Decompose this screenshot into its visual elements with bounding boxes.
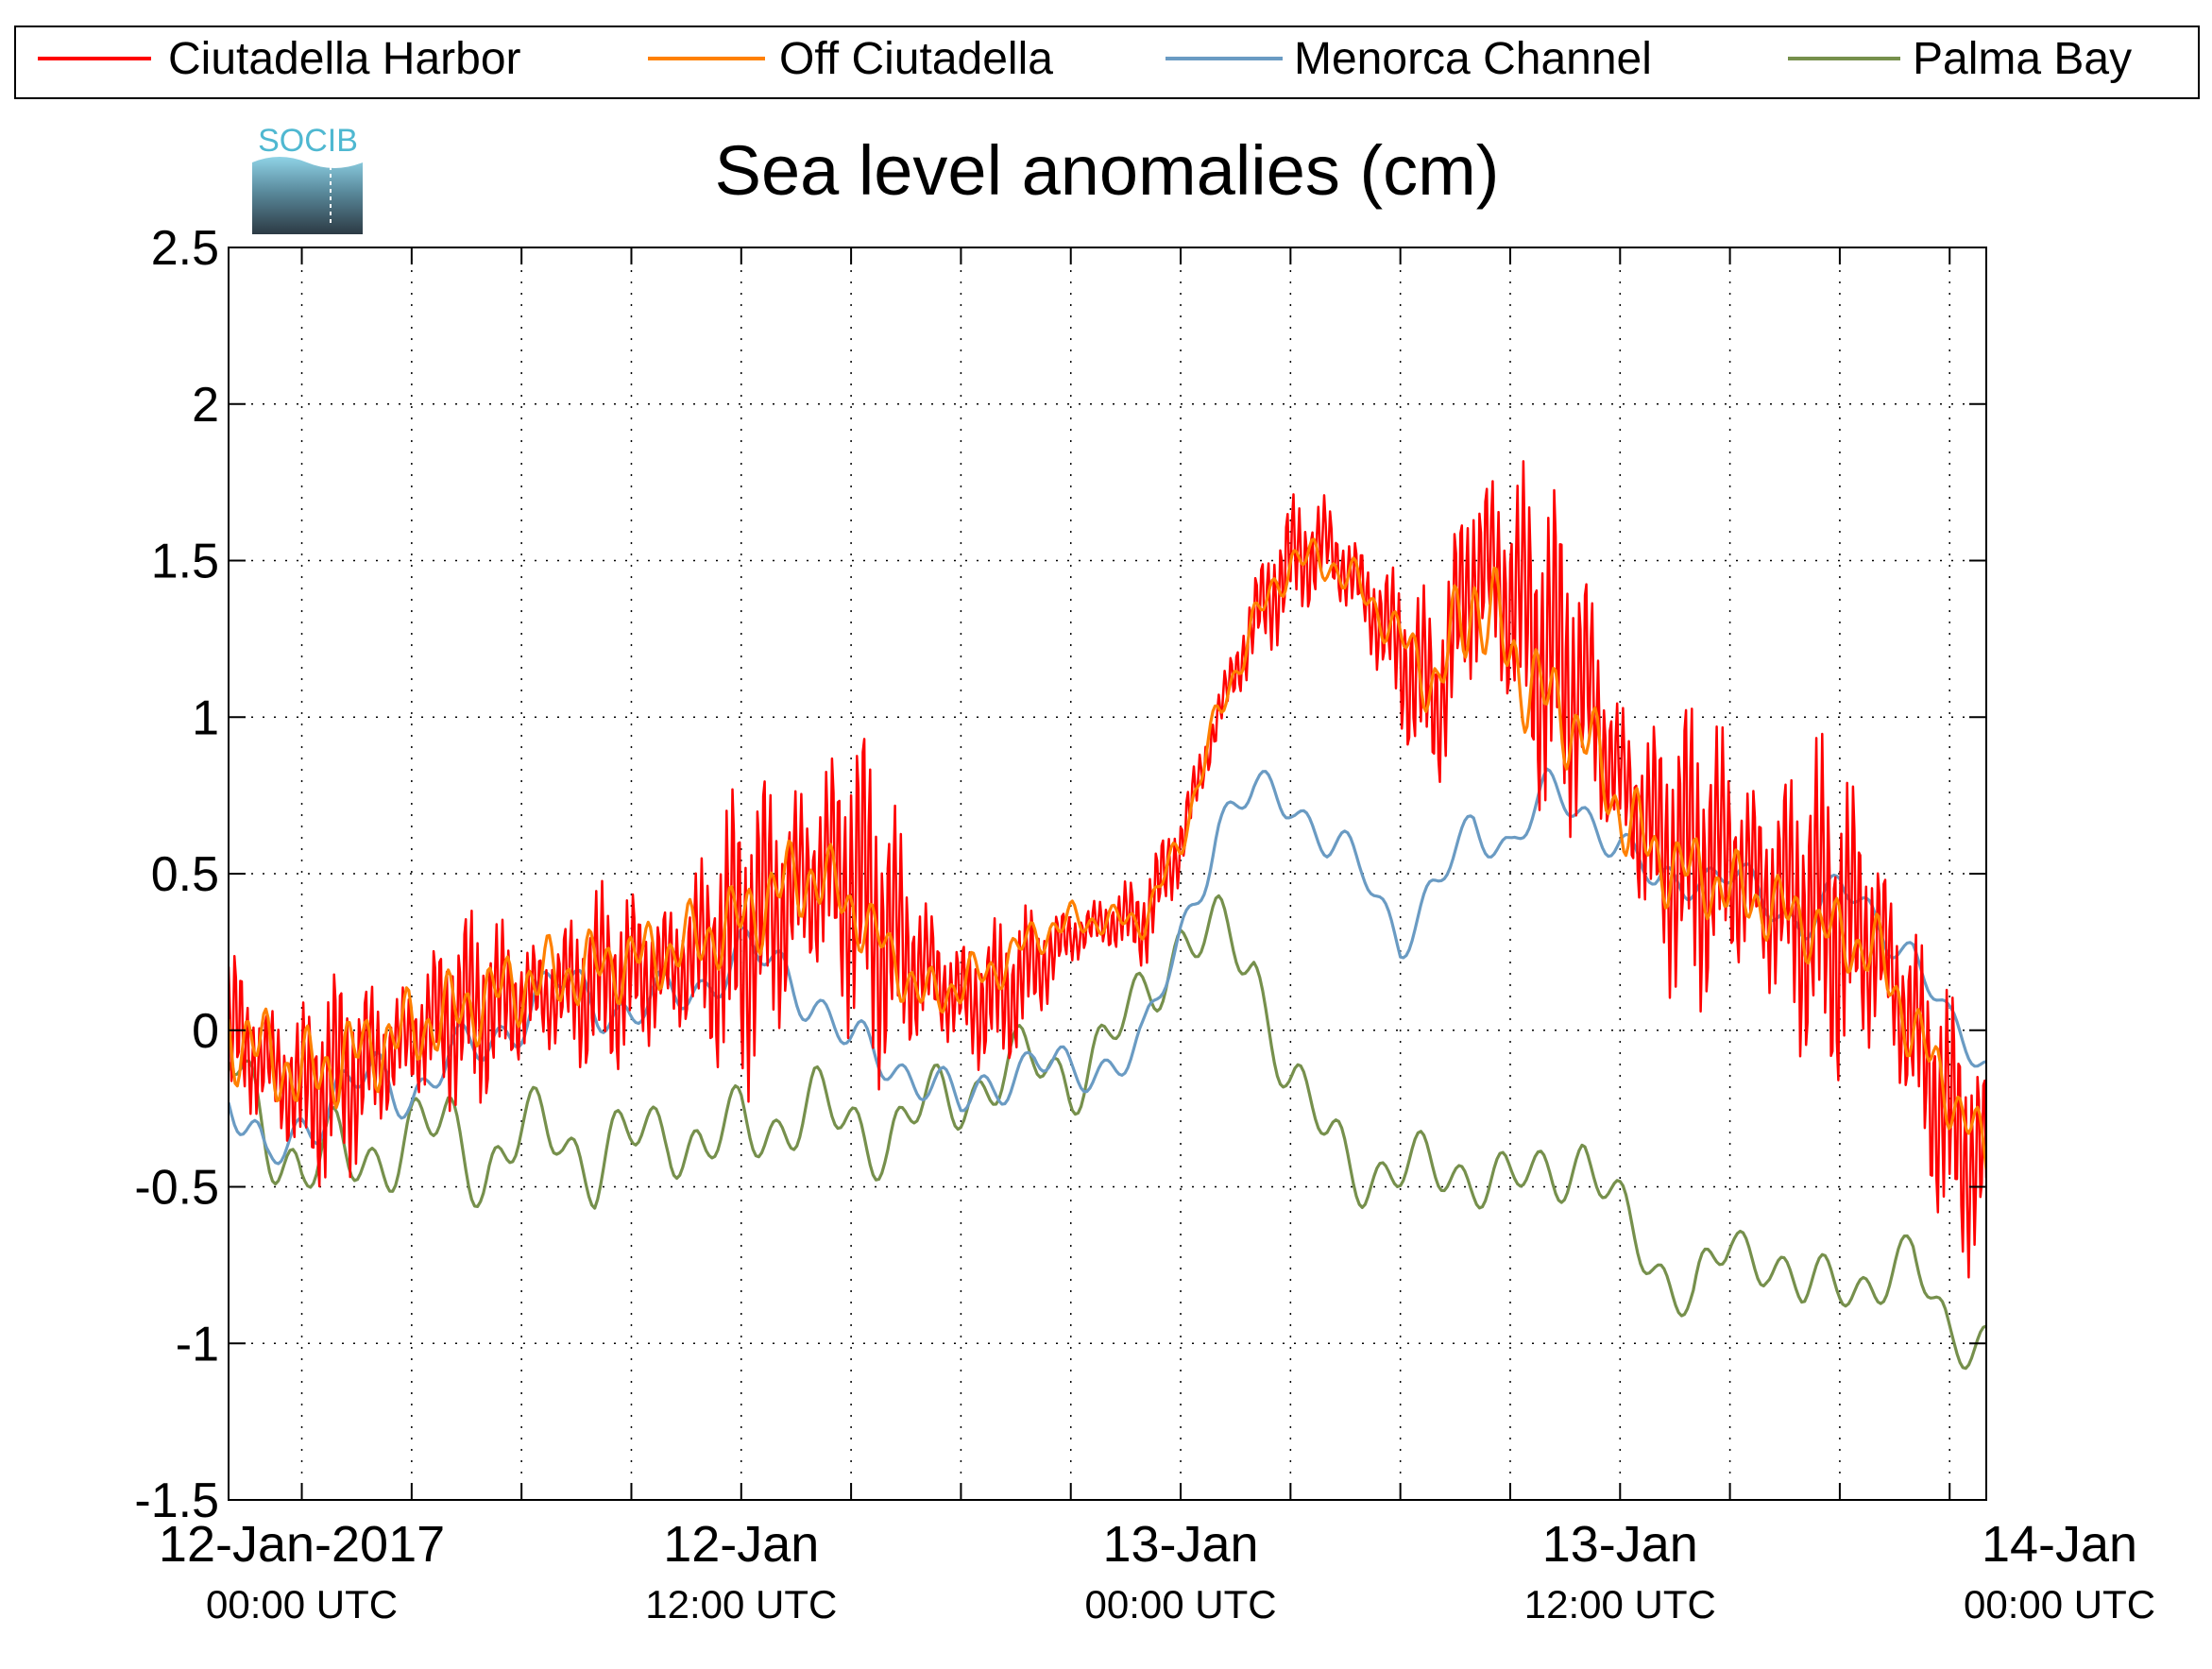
socib-logo-text: SOCIB	[258, 123, 358, 159]
y-tick-label: -0.5	[134, 1161, 219, 1216]
legend-label-ciutadella-harbor: Ciutadella Harbor	[168, 34, 521, 84]
x-tick-label-date: 13-Jan	[1542, 1516, 1698, 1573]
y-tick-label: 2.5	[151, 221, 219, 276]
legend: Ciutadella Harbor Off Ciutadella Menorca…	[14, 26, 2200, 99]
y-tick-label: 1	[192, 690, 219, 745]
socib-logo: SOCIB	[252, 123, 363, 234]
x-tick-label-time: 12:00 UTC	[645, 1582, 837, 1626]
series-group	[229, 460, 1986, 1371]
legend-box	[14, 26, 2200, 99]
socib-logo-wave	[252, 157, 363, 234]
legend-label-menorca-channel: Menorca Channel	[1294, 34, 1652, 84]
y-tick-label: 0	[192, 1004, 219, 1059]
grid	[229, 247, 1986, 1500]
x-tick-label-time: 00:00 UTC	[206, 1582, 398, 1626]
x-tick-label-time: 12:00 UTC	[1524, 1582, 1716, 1626]
legend-item-ciutadella-harbor: Ciutadella Harbor	[38, 34, 521, 84]
legend-label-off-ciutadella: Off Ciutadella	[779, 34, 1053, 84]
series-line-off-ciutadella	[229, 537, 1986, 1170]
y-tick-label: 0.5	[151, 847, 219, 902]
x-tick-label-date: 14-Jan	[1982, 1516, 2137, 1573]
y-tick-label: -1	[176, 1317, 219, 1371]
y-axis-labels: -1.5 -1 -0.5 0 0.5 1 1.5 2 2.5	[134, 221, 219, 1528]
y-tick-label: -1.5	[134, 1473, 219, 1528]
axis-ticks	[229, 247, 1986, 1501]
x-axis-labels: 12-Jan-2017 00:00 UTC 12-Jan 12:00 UTC 13-Ja…	[159, 1516, 2155, 1626]
x-tick-label-time: 00:00 UTC	[1084, 1582, 1276, 1626]
legend-item-palma-bay: Palma Bay	[1788, 34, 2132, 84]
legend-label-palma-bay: Palma Bay	[1913, 34, 2132, 84]
y-tick-label: 1.5	[151, 535, 219, 589]
x-tick-label-date: 13-Jan	[1102, 1516, 1258, 1573]
y-tick-label: 2	[192, 378, 219, 433]
socib-logo-wave-crest	[252, 157, 363, 168]
x-tick-label-date: 12-Jan	[663, 1516, 819, 1573]
chart-title: Sea level anomalies (cm)	[715, 131, 1500, 210]
x-tick-label-time: 00:00 UTC	[1964, 1582, 2155, 1626]
x-tick-label-date: 12-Jan-2017	[159, 1516, 445, 1573]
legend-item-menorca-channel: Menorca Channel	[1166, 34, 1652, 84]
plot-area	[229, 247, 1986, 1500]
series-line-palma-bay	[229, 894, 1986, 1371]
legend-item-off-ciutadella: Off Ciutadella	[648, 34, 1053, 84]
